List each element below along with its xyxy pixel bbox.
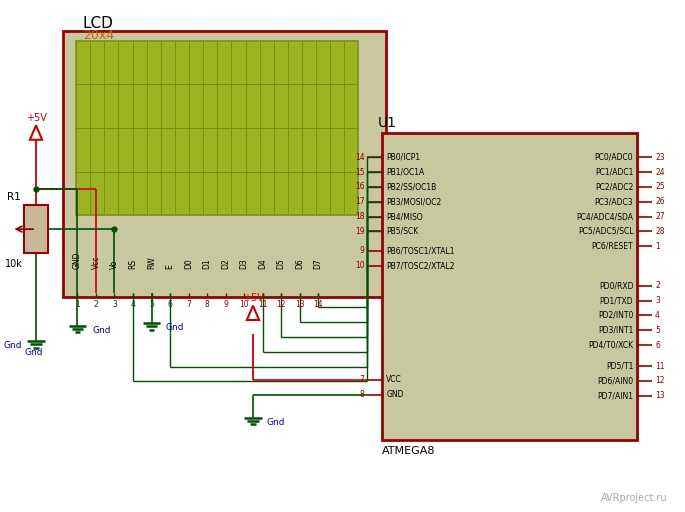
Text: D3: D3 — [240, 258, 249, 269]
Text: 24: 24 — [655, 167, 664, 177]
Text: PC5/ADC5/SCL: PC5/ADC5/SCL — [577, 227, 634, 236]
Text: 6: 6 — [655, 340, 660, 350]
Text: Gnd: Gnd — [266, 418, 285, 426]
Text: Gnd: Gnd — [92, 326, 111, 334]
Text: PD0/RXD: PD0/RXD — [599, 281, 634, 290]
Text: Vo: Vo — [110, 260, 119, 269]
Text: D5: D5 — [277, 258, 286, 269]
Text: PD6/AIN0: PD6/AIN0 — [597, 376, 634, 386]
Text: GND: GND — [386, 390, 404, 399]
Text: U1: U1 — [377, 116, 397, 130]
Text: 13: 13 — [295, 300, 304, 309]
Text: PD4/T0/XCK: PD4/T0/XCK — [588, 340, 634, 350]
Text: 3: 3 — [655, 296, 660, 305]
Text: D7: D7 — [314, 258, 323, 269]
Text: 2: 2 — [94, 300, 99, 309]
Text: PC0/ADC0: PC0/ADC0 — [595, 153, 634, 162]
Text: 11: 11 — [258, 300, 267, 309]
Text: 4: 4 — [655, 311, 660, 320]
Text: 5: 5 — [655, 326, 660, 335]
Text: PB5/SCK: PB5/SCK — [386, 227, 419, 236]
Text: PB4/MISO: PB4/MISO — [386, 212, 423, 221]
Text: 1: 1 — [655, 242, 660, 251]
FancyBboxPatch shape — [24, 205, 48, 253]
Text: 11: 11 — [655, 361, 664, 371]
Text: 12: 12 — [276, 300, 286, 309]
Text: PD1/TXD: PD1/TXD — [599, 296, 634, 305]
Text: PD2/INT0: PD2/INT0 — [598, 311, 634, 320]
Text: D1: D1 — [203, 258, 212, 269]
Text: D4: D4 — [258, 258, 267, 269]
Text: PB7/TOSC2/XTAL2: PB7/TOSC2/XTAL2 — [386, 261, 455, 270]
Text: GND: GND — [73, 251, 82, 269]
Text: PC1/ADC1: PC1/ADC1 — [595, 167, 634, 177]
Text: PB0/ICP1: PB0/ICP1 — [386, 153, 421, 162]
Text: PD7/AIN1: PD7/AIN1 — [597, 391, 634, 400]
Text: AVRproject.ru: AVRproject.ru — [601, 493, 668, 503]
Text: RW: RW — [147, 256, 156, 269]
Text: 1: 1 — [75, 300, 80, 309]
Text: PB3/MOSI/OC2: PB3/MOSI/OC2 — [386, 197, 442, 206]
Text: 28: 28 — [655, 227, 664, 236]
Text: 9: 9 — [360, 246, 364, 255]
Text: +5V: +5V — [25, 113, 47, 123]
Text: 14: 14 — [355, 153, 364, 162]
Text: D6: D6 — [295, 258, 304, 269]
Text: PD3/INT1: PD3/INT1 — [598, 326, 634, 335]
FancyBboxPatch shape — [62, 31, 386, 297]
Text: 7: 7 — [186, 300, 191, 309]
Text: PB6/TOSC1/XTAL1: PB6/TOSC1/XTAL1 — [386, 246, 455, 255]
Text: Gnd: Gnd — [25, 348, 43, 357]
Text: 14: 14 — [313, 300, 323, 309]
Text: RS: RS — [129, 259, 138, 269]
Text: 16: 16 — [355, 182, 364, 191]
Text: D2: D2 — [221, 258, 230, 269]
Text: 9: 9 — [223, 300, 228, 309]
Text: VCC: VCC — [386, 375, 402, 385]
Text: 10k: 10k — [5, 259, 23, 269]
Text: 23: 23 — [655, 153, 664, 162]
Text: 10: 10 — [239, 300, 249, 309]
Text: 3: 3 — [112, 300, 117, 309]
Text: E: E — [166, 264, 175, 269]
Text: 19: 19 — [355, 227, 364, 236]
Text: 8: 8 — [360, 390, 364, 399]
Text: Vcc: Vcc — [92, 255, 101, 269]
Text: 10: 10 — [355, 261, 364, 270]
Text: 17: 17 — [355, 197, 364, 206]
Text: 2: 2 — [655, 281, 660, 290]
Text: 27: 27 — [655, 212, 664, 221]
Text: PC4/ADC4/SDA: PC4/ADC4/SDA — [576, 212, 634, 221]
Text: 7: 7 — [360, 375, 364, 385]
Text: PB2/SS/OC1B: PB2/SS/OC1B — [386, 182, 436, 191]
Text: 26: 26 — [655, 197, 664, 206]
FancyBboxPatch shape — [382, 133, 637, 440]
Text: PD5/T1: PD5/T1 — [606, 361, 634, 371]
Text: 8: 8 — [205, 300, 210, 309]
Text: ATMEGA8: ATMEGA8 — [382, 446, 436, 457]
Text: 12: 12 — [655, 376, 664, 386]
Text: D0: D0 — [184, 258, 193, 269]
Text: 13: 13 — [655, 391, 664, 400]
Text: Gnd: Gnd — [165, 323, 184, 332]
Text: 25: 25 — [655, 182, 664, 191]
Text: 20x4: 20x4 — [83, 29, 114, 42]
Text: 5: 5 — [149, 300, 154, 309]
Text: PC2/ADC2: PC2/ADC2 — [595, 182, 634, 191]
Text: 18: 18 — [355, 212, 364, 221]
FancyBboxPatch shape — [76, 41, 358, 215]
Text: PC3/ADC3: PC3/ADC3 — [595, 197, 634, 206]
Text: Gnd: Gnd — [4, 341, 23, 350]
Text: 15: 15 — [355, 167, 364, 177]
Text: LCD: LCD — [83, 15, 114, 31]
Text: PC6/RESET: PC6/RESET — [592, 242, 634, 251]
Text: PB1/OC1A: PB1/OC1A — [386, 167, 425, 177]
Text: 6: 6 — [168, 300, 173, 309]
Text: 4: 4 — [131, 300, 136, 309]
Text: R1: R1 — [7, 192, 21, 202]
Text: +5V: +5V — [242, 293, 264, 303]
